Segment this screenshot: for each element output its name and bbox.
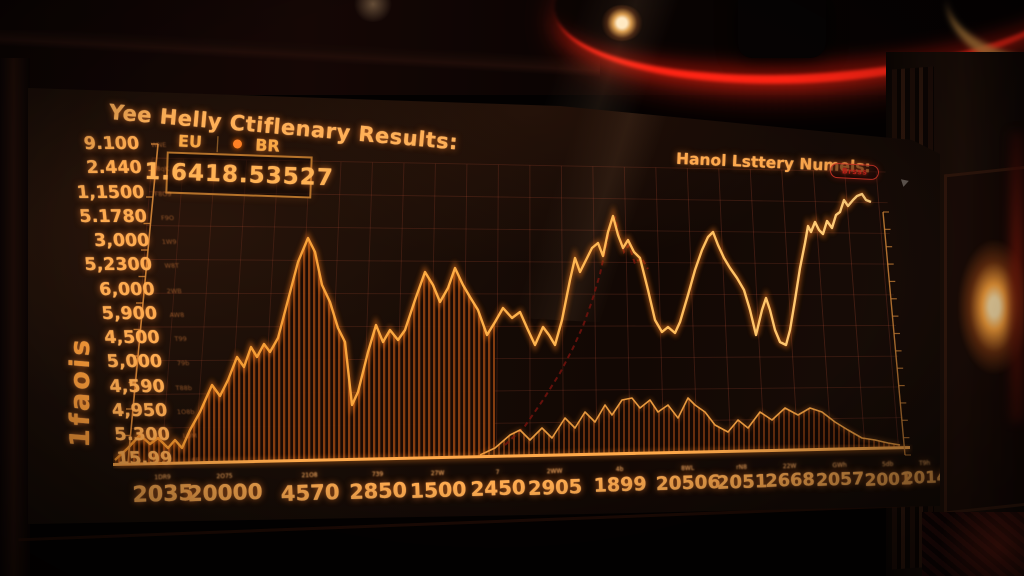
y-axis-label: 5,900 AW8 bbox=[44, 302, 185, 326]
x-tick-text: 1500 bbox=[409, 476, 467, 503]
y-tick-text: 5,000 bbox=[105, 352, 164, 373]
y-axis-label: 5.1780 F9O bbox=[34, 205, 174, 229]
status-badge: Brsss bbox=[829, 162, 880, 181]
jackpot-value: 1.6418.53527 bbox=[143, 158, 335, 192]
y-minor-tick-text: W8T bbox=[164, 262, 180, 271]
y-minor-tick-text: 1O8b bbox=[176, 407, 195, 416]
legend-label-br: BR bbox=[254, 135, 281, 156]
y-axis-label: 5.300 LOM bbox=[57, 423, 197, 447]
y-minor-tick-text: F9O bbox=[160, 213, 175, 222]
projector-silhouette bbox=[738, 0, 826, 58]
lottery-display-screen: Yee Helly Ctiflenary Results: EU | BR 1.… bbox=[28, 88, 940, 524]
x-tick-text: 2850 bbox=[348, 477, 408, 504]
y-axis-label: 15.99 6F bbox=[59, 447, 200, 471]
y-axis-label: 4,590 T88b bbox=[51, 375, 192, 399]
y-tick-text: 4,590 bbox=[108, 376, 166, 397]
y-minor-tick-text: F8O9 bbox=[153, 189, 172, 198]
y-minor-tick-text: T8qK bbox=[151, 165, 170, 174]
legend-dot-icon bbox=[233, 139, 243, 149]
carpet-patch bbox=[922, 512, 1024, 576]
y-axis-label: 6,000 2WB bbox=[41, 278, 182, 302]
y-tick-text: 5,900 bbox=[100, 303, 159, 324]
y-minor-tick-text: 2WB bbox=[166, 286, 183, 295]
y-minor-tick-text: 6F bbox=[191, 456, 200, 465]
x-tick-text: 4570 bbox=[280, 478, 340, 506]
y-axis-label: 3,000 1W9 bbox=[36, 229, 177, 253]
y-tick-text: 1,1500 bbox=[75, 182, 146, 203]
y-minor-tick-text: 79b bbox=[176, 359, 190, 368]
x-tick-text: 2905 bbox=[527, 474, 583, 500]
y-tick-text: 6,000 bbox=[98, 279, 156, 300]
y-tick-text: 2.440 bbox=[85, 158, 143, 179]
y-tick-text: 3,000 bbox=[93, 231, 151, 252]
y-axis-label: 5,2300 W8T bbox=[39, 253, 179, 277]
y-tick-text: 9.100 bbox=[82, 134, 141, 155]
legend-separator: | bbox=[214, 133, 221, 153]
legend-label-eu: EU bbox=[177, 131, 203, 152]
y-axis-label: 5,000 79b bbox=[49, 350, 190, 374]
y-axis-label: 1,1500 F8O9 bbox=[31, 181, 172, 205]
y-tick-text: 5,2300 bbox=[83, 255, 154, 276]
y-axis-label: 2.440 T8qK bbox=[29, 156, 169, 180]
y-axis-label: 4,950 1O8b bbox=[54, 399, 195, 423]
y-minor-tick-text: 1W9 bbox=[161, 238, 177, 246]
y-tick-text: 4,950 bbox=[110, 400, 169, 421]
y-minor-tick-text: T99 bbox=[174, 335, 188, 343]
y-minor-tick-text: AW8 bbox=[169, 310, 185, 319]
left-wall-shadow bbox=[0, 58, 30, 576]
y-minor-tick-text: LOM bbox=[182, 432, 198, 440]
y-minor-tick-text: WNE bbox=[150, 141, 167, 149]
y-tick-text: 5.1780 bbox=[78, 206, 148, 227]
y-axis-label: 9.100 WNE bbox=[28, 132, 167, 156]
x-axis-label: 1DR9 2035 bbox=[132, 473, 194, 508]
y-axis-label: 4,500 T99 bbox=[46, 326, 187, 350]
x-tick-text: 20000 bbox=[187, 479, 264, 508]
x-tick-text: 2035 bbox=[132, 480, 195, 509]
y-tick-text: 15.99 bbox=[115, 449, 174, 470]
red-glow-strip bbox=[1010, 132, 1024, 422]
y-minor-tick-text: T88b bbox=[175, 383, 193, 392]
jackpot-value-box: 1.6418.53527 bbox=[144, 151, 334, 199]
y-tick-text: 5.300 bbox=[113, 425, 171, 446]
x-tick-text: 2450 bbox=[470, 475, 527, 501]
y-tick-text: 4,500 bbox=[103, 328, 161, 349]
